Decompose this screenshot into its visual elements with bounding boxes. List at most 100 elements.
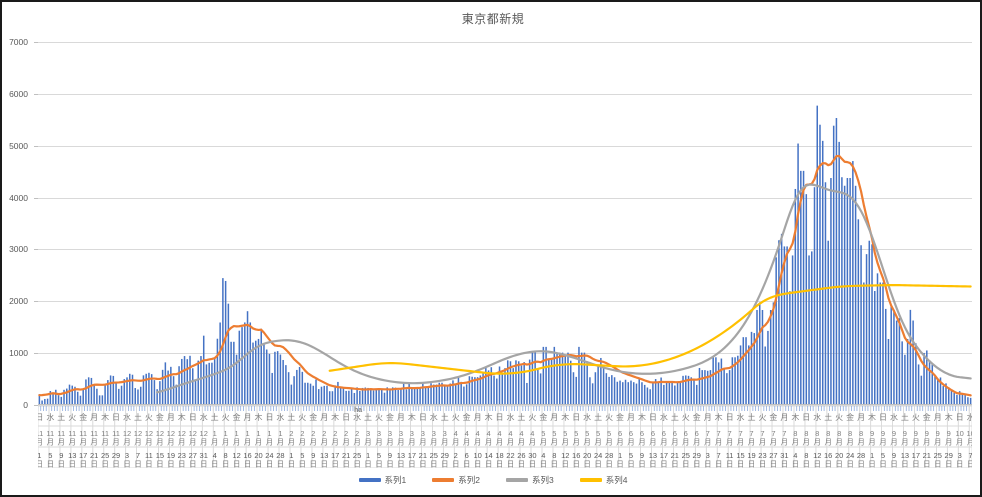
x-axis-day-number: 11 bbox=[145, 451, 153, 460]
x-axis-day-suffix: 日 bbox=[101, 460, 109, 469]
bar bbox=[107, 380, 109, 405]
bar bbox=[372, 390, 375, 405]
x-axis-day-number: 28 bbox=[857, 451, 865, 460]
x-axis-weekday-label: 月 bbox=[397, 413, 405, 422]
bar bbox=[183, 356, 186, 405]
x-axis-day-number: 8 bbox=[552, 451, 556, 460]
legend-entry[interactable]: 系列1 bbox=[358, 474, 407, 486]
x-axis-weekday-label: 火 bbox=[835, 413, 843, 422]
x-axis-weekday-label: 土 bbox=[901, 412, 909, 422]
x-axis-day-number: 25 bbox=[101, 451, 109, 460]
bar bbox=[506, 360, 509, 405]
x-axis-day-suffix: 日 bbox=[233, 460, 241, 469]
x-axis-day-number: 31 bbox=[780, 451, 788, 460]
x-axis-day-number: 13 bbox=[397, 451, 405, 460]
x-axis-month-number: 11 bbox=[101, 429, 109, 438]
x-axis-month-number: 7 bbox=[760, 429, 764, 438]
x-axis-month-suffix: 月 bbox=[704, 438, 712, 447]
x-axis-day-number: 9 bbox=[59, 451, 63, 460]
x-axis-day-number: 3 bbox=[958, 451, 962, 460]
x-axis-month-number: 5 bbox=[541, 429, 545, 438]
x-axis-day-number: 20 bbox=[254, 451, 262, 460]
bar bbox=[241, 327, 243, 405]
x-axis-weekday-label: 木 bbox=[638, 412, 646, 422]
x-axis-day-number: 7 bbox=[969, 451, 972, 460]
bar bbox=[230, 341, 232, 405]
x-axis-weekday-label: 金 bbox=[769, 412, 777, 422]
bar bbox=[767, 330, 769, 405]
bar bbox=[471, 376, 473, 405]
x-axis-day-number: 1 bbox=[366, 451, 370, 460]
x-axis-month-number: 4 bbox=[530, 429, 534, 438]
chart-title: 東京都新規 bbox=[461, 12, 525, 26]
x-axis-month-suffix: 月 bbox=[123, 438, 130, 447]
bar bbox=[320, 386, 323, 405]
bar bbox=[731, 357, 734, 405]
bar bbox=[512, 368, 514, 405]
x-axis-month-number: 9 bbox=[892, 429, 896, 438]
x-axis-month-suffix: 月 bbox=[178, 438, 186, 447]
x-axis-weekday-label: 日 bbox=[649, 413, 657, 422]
x-axis-month-number: 1 bbox=[267, 429, 271, 438]
x-axis-month-suffix: 月 bbox=[156, 438, 164, 447]
bar bbox=[46, 398, 49, 405]
legend-entry[interactable]: 系列3 bbox=[506, 474, 554, 486]
bar bbox=[553, 346, 556, 405]
bar bbox=[794, 188, 797, 405]
bar bbox=[509, 361, 512, 405]
x-axis-day-suffix: 日 bbox=[386, 460, 394, 469]
legend-entry[interactable]: 系列4 bbox=[579, 474, 627, 486]
x-axis-day-suffix: 日 bbox=[605, 460, 613, 469]
bar bbox=[287, 372, 290, 405]
bar bbox=[118, 388, 120, 405]
legend-label: 系列2 bbox=[458, 475, 480, 485]
x-axis-month-number: 8 bbox=[837, 429, 841, 438]
x-axis-day-suffix: 日 bbox=[704, 460, 712, 469]
y-axis-tick-label: 7000 bbox=[9, 37, 28, 47]
bar bbox=[227, 303, 230, 405]
x-axis-month-number: 7 bbox=[749, 429, 753, 438]
x-axis-day-suffix: 日 bbox=[518, 460, 526, 469]
x-axis-month-suffix: 月 bbox=[890, 438, 898, 447]
x-axis-month-suffix: 月 bbox=[38, 438, 43, 447]
bar bbox=[901, 341, 903, 405]
bar bbox=[879, 282, 881, 405]
x-axis-day-suffix: 日 bbox=[879, 460, 887, 469]
bar bbox=[375, 388, 378, 405]
x-axis-day-number: 19 bbox=[167, 451, 175, 460]
bar bbox=[597, 366, 599, 405]
bar bbox=[945, 383, 947, 405]
bar bbox=[443, 386, 446, 405]
x-axis-day-suffix: 日 bbox=[134, 460, 142, 469]
bar bbox=[690, 377, 693, 405]
bar bbox=[586, 361, 588, 405]
y-axis-tick-label: 2000 bbox=[9, 296, 28, 307]
bar bbox=[282, 359, 284, 405]
gridline bbox=[38, 93, 972, 95]
x-axis-month-number: 7 bbox=[771, 429, 775, 438]
x-axis-day-number: 1 bbox=[870, 451, 874, 460]
bar bbox=[126, 377, 128, 405]
x-axis-day-suffix: 日 bbox=[364, 460, 372, 469]
bar bbox=[389, 389, 391, 405]
x-axis-weekday-label: 木 bbox=[101, 412, 109, 422]
bar bbox=[786, 246, 788, 405]
bar bbox=[38, 394, 41, 405]
bar bbox=[468, 376, 471, 405]
bar bbox=[161, 369, 164, 405]
bar bbox=[726, 373, 728, 405]
x-axis-label-grid: 日11月1日水11月5日土11月9日火11月13日金11月17日月11月21日木… bbox=[38, 406, 972, 468]
bar bbox=[205, 364, 208, 405]
legend-entry[interactable]: 系列2 bbox=[432, 474, 480, 486]
bar bbox=[490, 367, 493, 405]
bar bbox=[175, 384, 178, 405]
gridline bbox=[38, 145, 972, 147]
legend-label: 系列1 bbox=[384, 475, 407, 485]
x-axis-day-number: 12 bbox=[813, 451, 821, 460]
x-axis-day-number: 17 bbox=[331, 451, 339, 460]
bar bbox=[290, 384, 293, 405]
x-axis-day-suffix: 日 bbox=[583, 460, 591, 469]
x-axis-day-number: 8 bbox=[804, 451, 808, 460]
x-axis-day-suffix: 日 bbox=[58, 460, 66, 469]
bar bbox=[402, 383, 405, 405]
